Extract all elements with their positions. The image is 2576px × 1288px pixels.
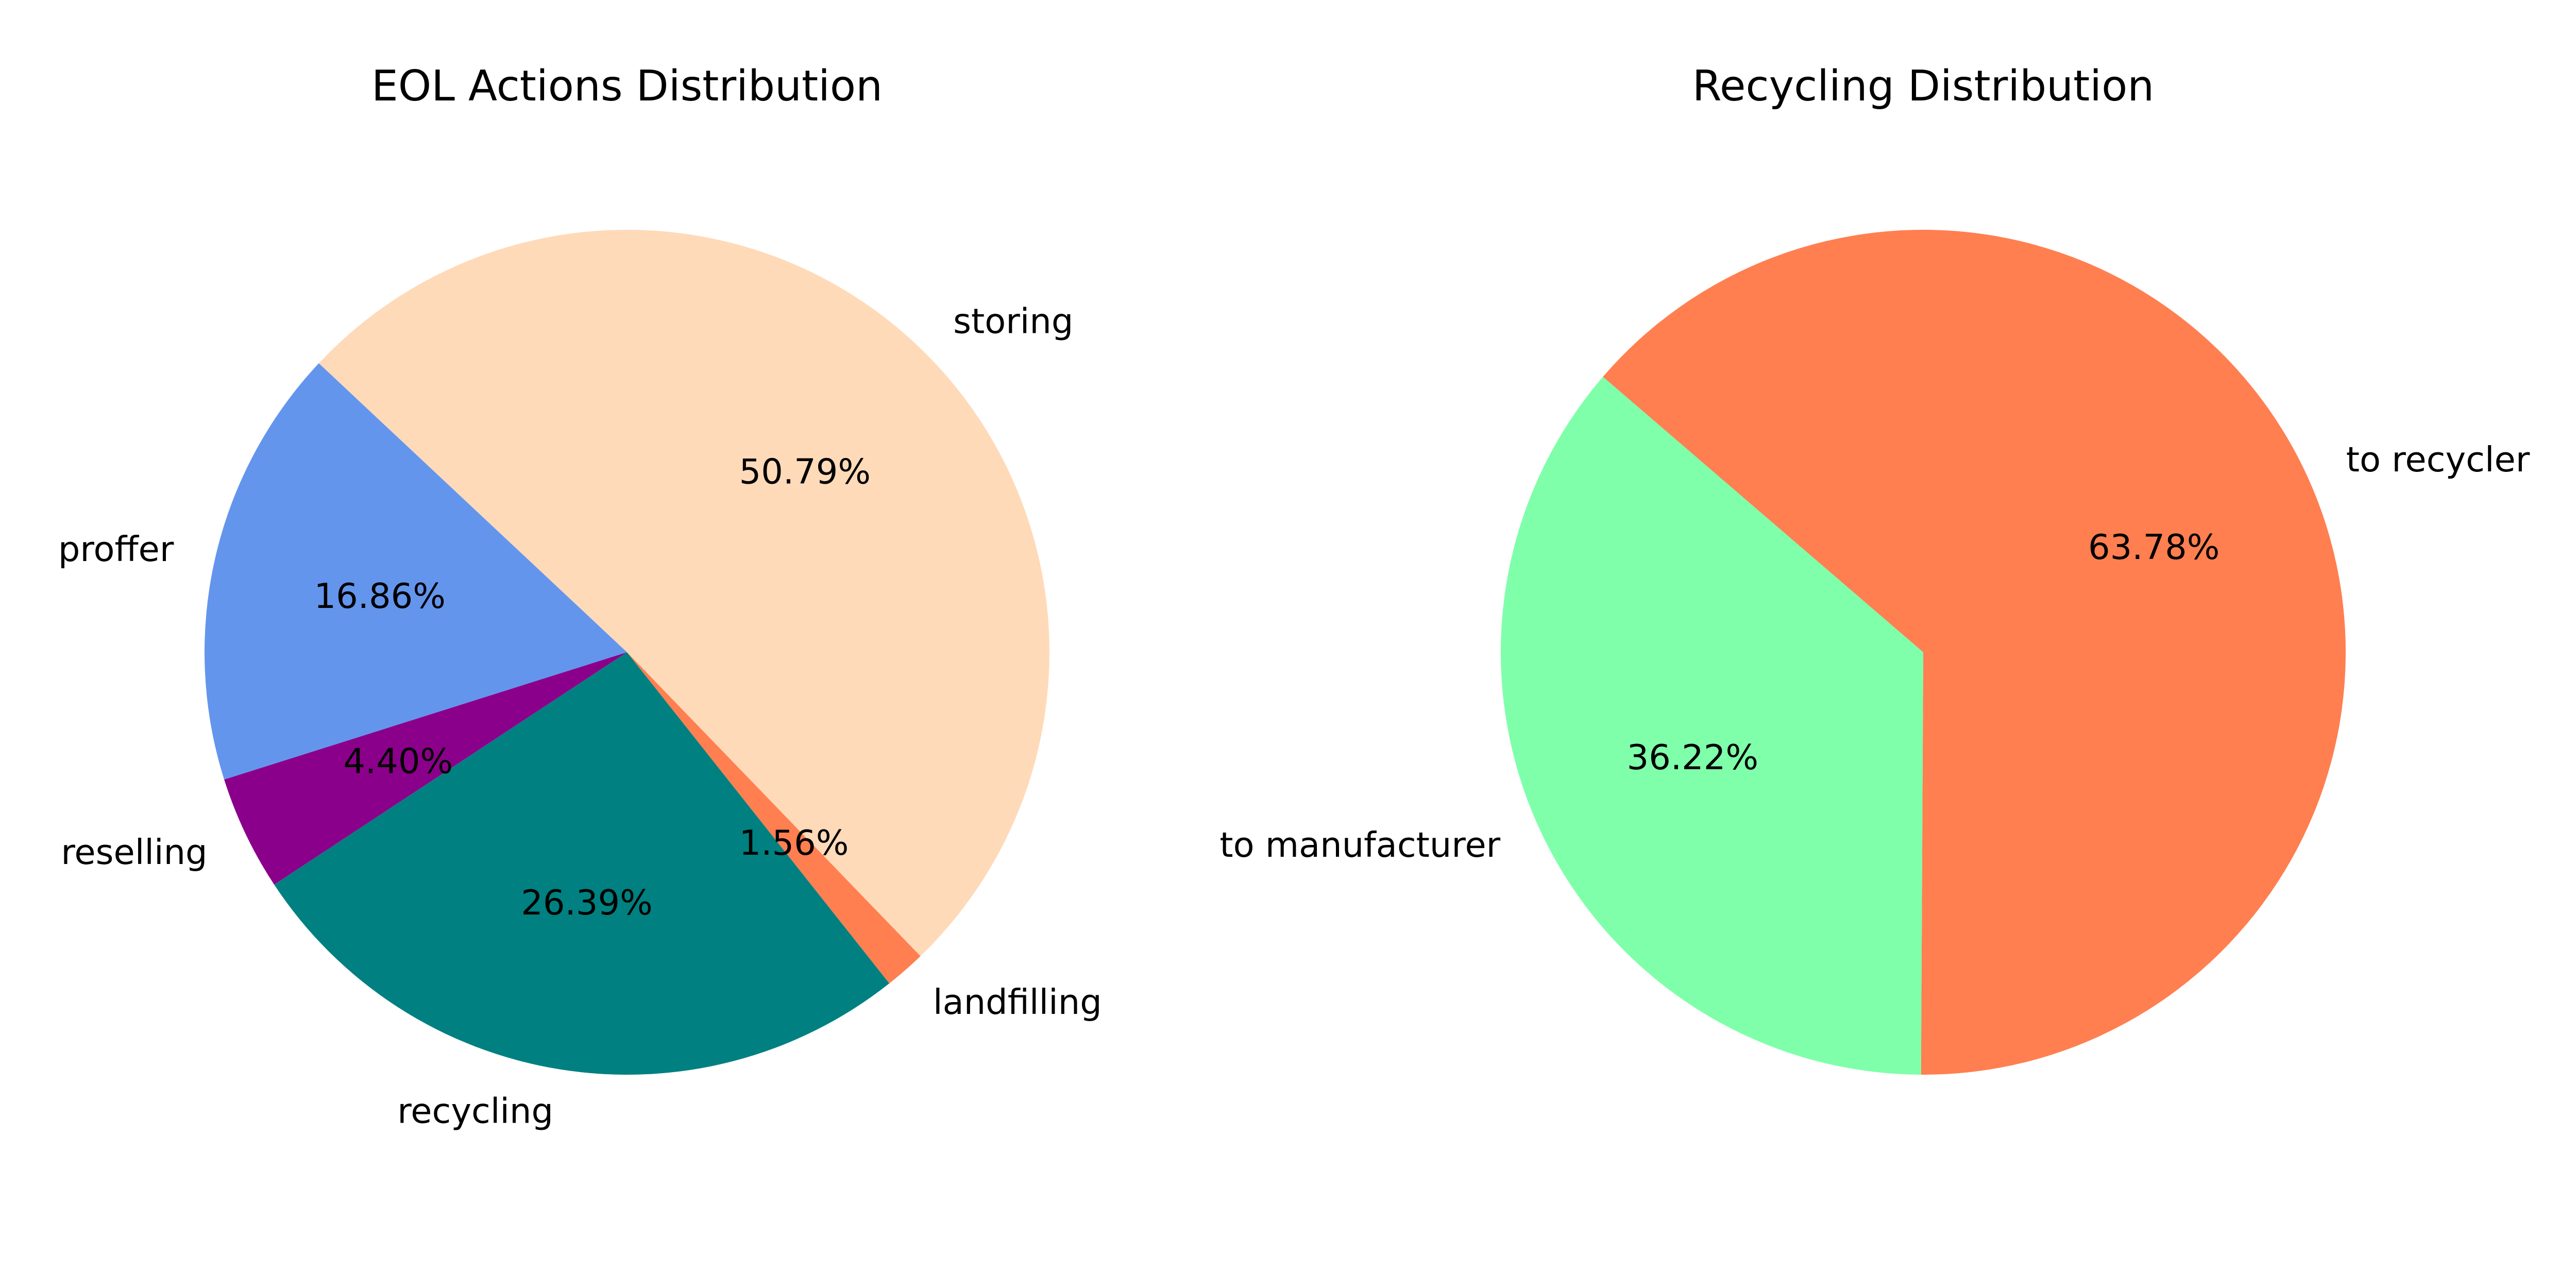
- slice-percent-to-manufacturer: 36.22%: [1627, 737, 1758, 777]
- slice-percent-recycling: 26.39%: [521, 883, 652, 923]
- pie-slice-recycling: [274, 652, 890, 1075]
- slice-percent-storing: 50.79%: [739, 452, 871, 492]
- slice-label-to-recycler: to recycler: [2346, 439, 2530, 480]
- chart-title-eol-actions: EOL Actions Distribution: [371, 62, 883, 111]
- slice-percent-landfilling: 1.56%: [739, 823, 849, 863]
- slice-label-landfilling: landfilling: [933, 982, 1102, 1022]
- pie-slice-reselling: [224, 652, 628, 885]
- pie-slice-storing: [318, 230, 1049, 956]
- pie-slice-landfilling: [627, 652, 921, 984]
- slice-percent-to-recycler: 63.78%: [2088, 527, 2219, 567]
- slice-label-recycling: recycling: [397, 1091, 553, 1131]
- slices-eol-actions: [205, 230, 1049, 1075]
- slice-label-to-manufacturer: to manufacturer: [1219, 825, 1500, 865]
- labels-recycling: to recycler 63.78% to manufacturer 36.22%: [1219, 439, 2530, 865]
- pie-chart-eol-actions: EOL Actions Distribution storing 50.79% pr…: [58, 62, 1102, 1131]
- slice-percent-reselling: 4.40%: [343, 741, 453, 782]
- pie-chart-recycling: Recycling Distribution to recycler 63.78%…: [1219, 62, 2530, 1075]
- slice-percent-proffer: 16.86%: [314, 576, 445, 616]
- slice-label-storing: storing: [953, 301, 1073, 342]
- pie-slice-to-manufacturer: [1501, 377, 1923, 1075]
- slice-label-proffer: proffer: [58, 529, 174, 569]
- pie-slice-to-recycler: [1603, 229, 2346, 1075]
- labels-eol-actions: storing 50.79% proffer 16.86% reselling 4.40%…: [58, 301, 1102, 1131]
- pie-slice-proffer: [205, 363, 627, 780]
- slice-label-reselling: reselling: [61, 832, 207, 872]
- chart-title-recycling: Recycling Distribution: [1692, 62, 2154, 111]
- slices-recycling: [1501, 229, 2346, 1075]
